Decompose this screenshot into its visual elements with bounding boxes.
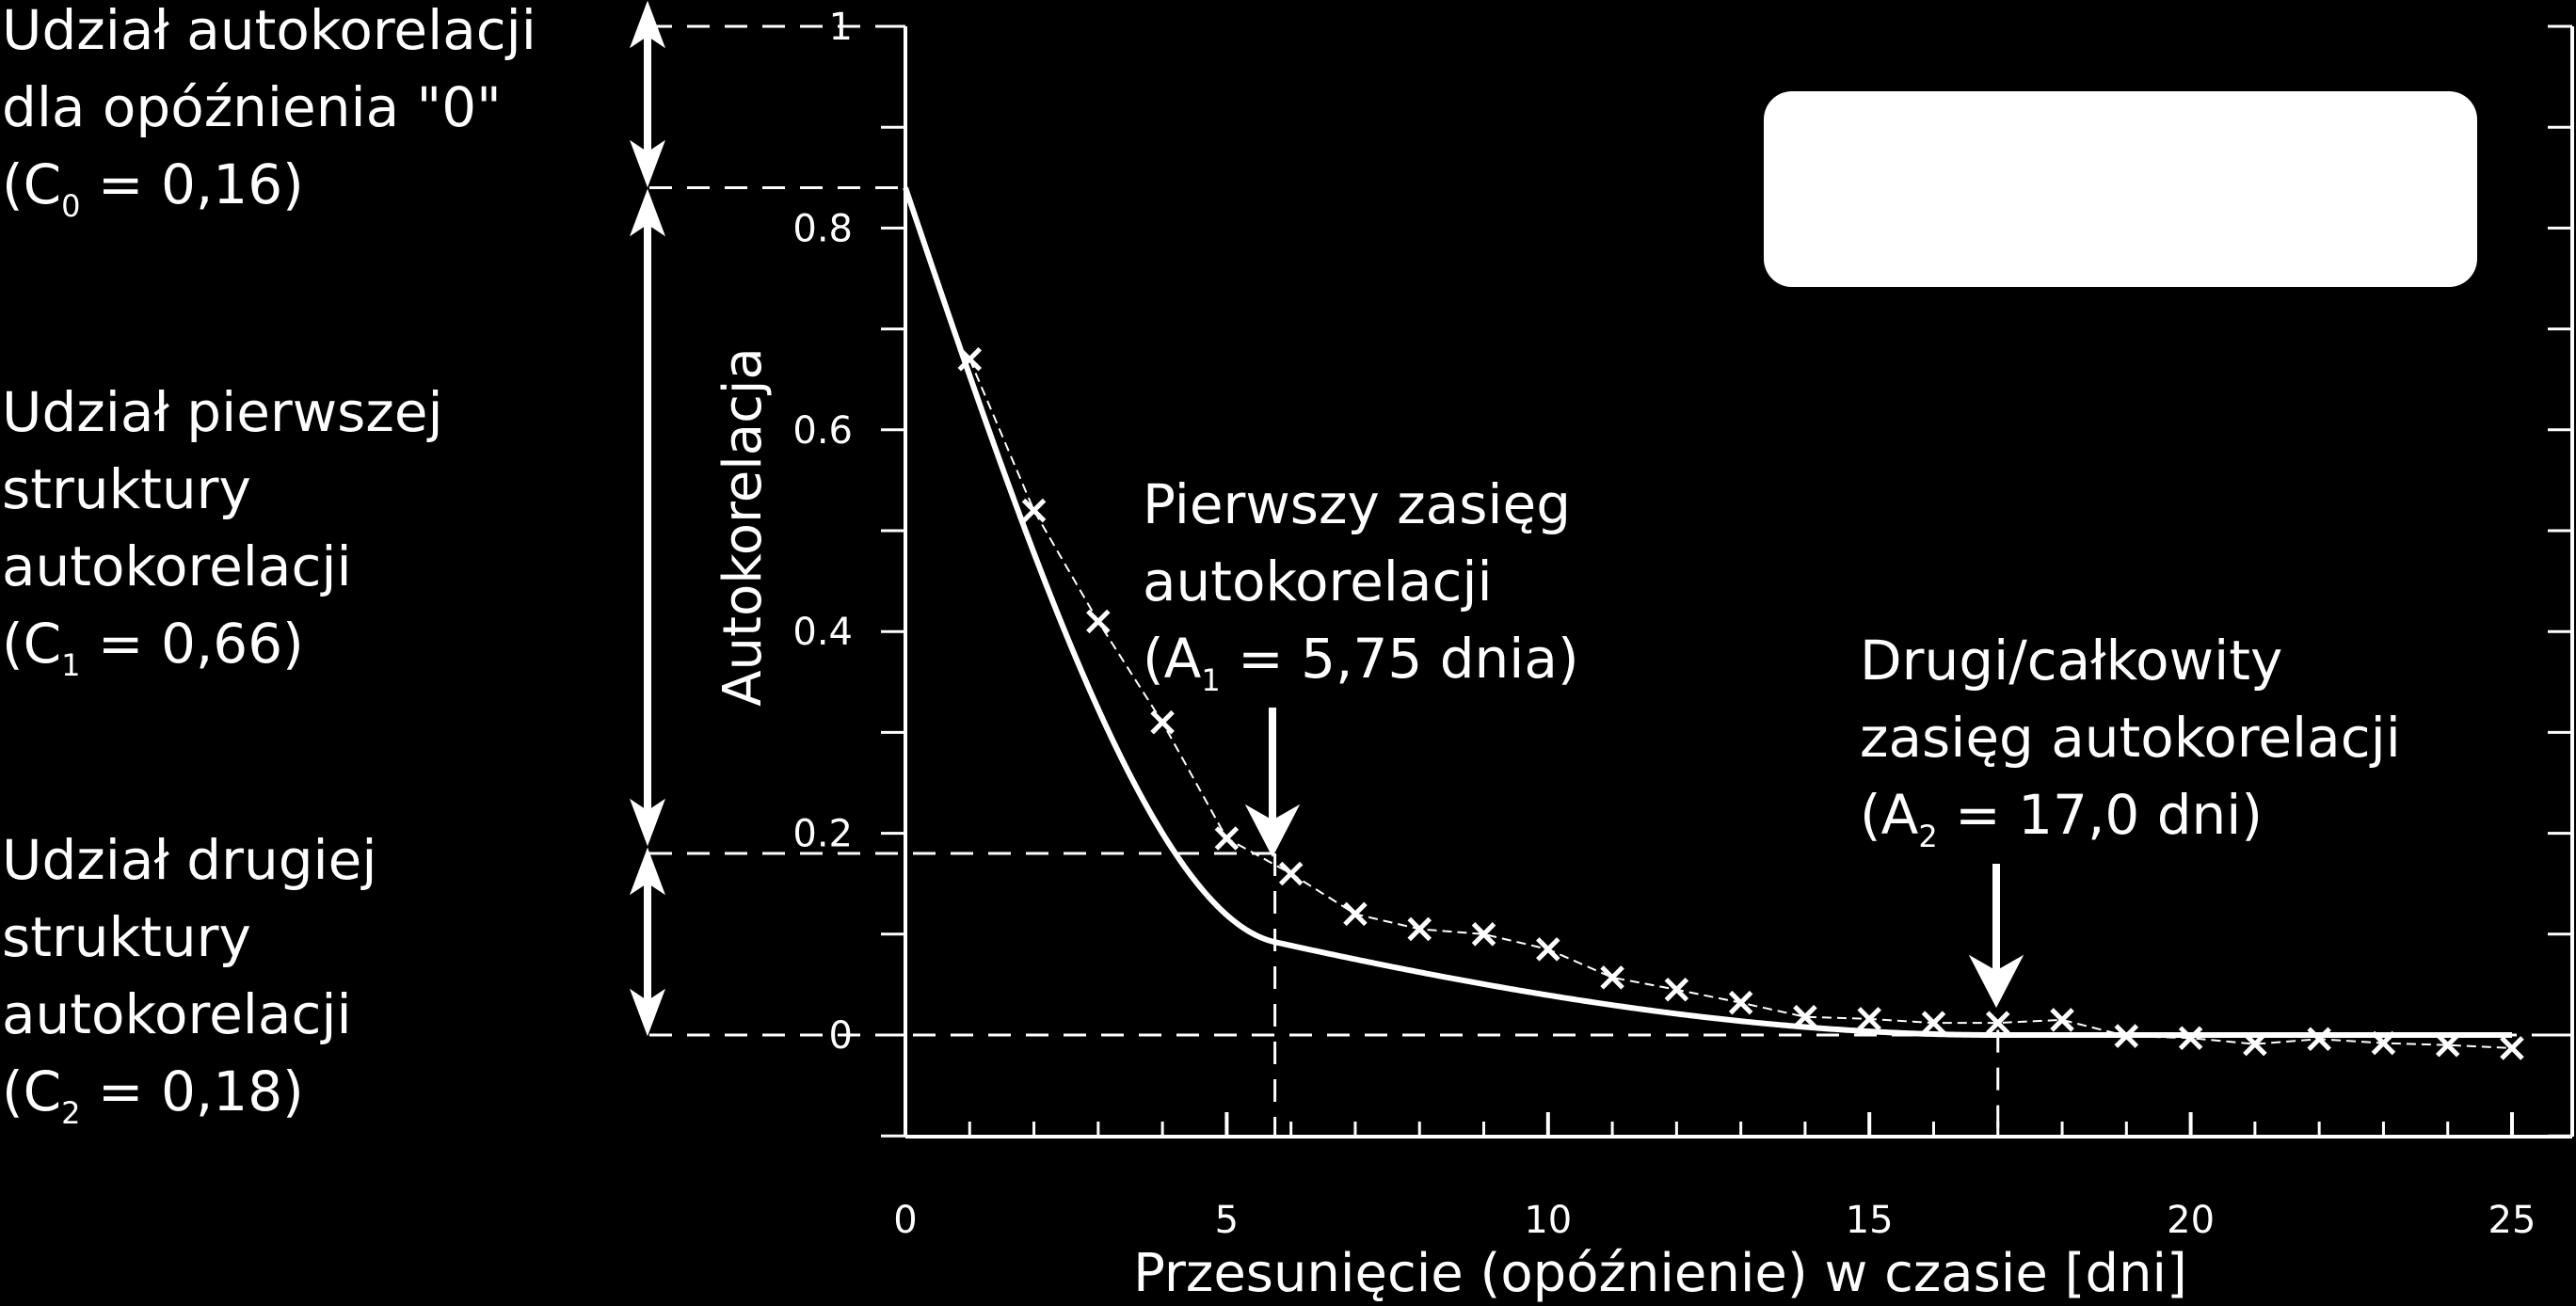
observed-point-marker — [1664, 977, 1689, 1002]
svg-text:zasięg autokorelacji: zasięg autokorelacji — [1860, 706, 2401, 770]
observed-point-marker — [1086, 609, 1111, 634]
svg-text:dla opóźnienia "0": dla opóźnienia "0" — [2, 75, 502, 139]
observed-point-marker — [2500, 1036, 2524, 1060]
observed-point-marker — [1600, 965, 1624, 990]
first-range-annotation: Pierwszy zasięg autokorelacji (A1 = 5,75… — [1143, 472, 1579, 698]
svg-text:(C2 = 0,18): (C2 = 0,18) — [2, 1059, 304, 1131]
svg-text:Pierwszy zasięg: Pierwszy zasięg — [1143, 472, 1571, 536]
range-arrows — [1244, 708, 2024, 1009]
x-tick-label: 25 — [2488, 1199, 2536, 1242]
y-tick-label: 0.2 — [792, 813, 853, 856]
x-tick-label: 0 — [893, 1199, 917, 1242]
observed-point-marker — [1857, 1007, 1881, 1031]
y-tick-label: 0.4 — [792, 611, 853, 654]
observed-point-marker — [2307, 1027, 2331, 1052]
observed-point-marker — [1985, 1011, 2010, 1035]
x-tick-label: 5 — [1215, 1199, 1239, 1242]
plot-frame — [904, 26, 2574, 1139]
svg-text:(C0 = 0,16): (C0 = 0,16) — [2, 152, 304, 224]
fitted-curve-group — [903, 186, 2512, 1038]
svg-text:autokorelacji: autokorelacji — [2, 982, 352, 1046]
svg-text:Drugi/całkowity: Drugi/całkowity — [1860, 629, 2282, 693]
x-axis-title: Przesunięcie (opóźnienie) w czasie [dni] — [1133, 1243, 2187, 1304]
x-tick-label: 10 — [1524, 1199, 1572, 1242]
y-tick-label: 0.6 — [792, 409, 853, 453]
observed-point-marker — [2435, 1032, 2460, 1058]
svg-text:autokorelacji: autokorelacji — [1143, 549, 1493, 613]
svg-text:Udział autokorelacji: Udział autokorelacji — [2, 0, 536, 62]
observed-point-marker — [1278, 861, 1304, 886]
observed-point-marker — [1214, 826, 1240, 851]
x-tick-label: 20 — [2167, 1199, 2215, 1242]
y-axis-title: Autokorelacja — [712, 347, 774, 707]
second-structure-annotation: Udział drugiej struktury autokorelacji (… — [2, 828, 376, 1131]
svg-text:struktury: struktury — [2, 905, 251, 969]
svg-text:struktury: struktury — [2, 457, 251, 521]
svg-text:Udział pierwszej: Udział pierwszej — [2, 380, 443, 444]
observed-point-marker — [1343, 901, 1368, 927]
svg-text:(A1 = 5,75 dnia): (A1 = 5,75 dnia) — [1143, 627, 1579, 698]
observed-point-marker — [1021, 498, 1047, 523]
second-range-annotation: Drugi/całkowity zasięg autokorelacji (A2… — [1860, 629, 2401, 854]
observed-point-marker — [1407, 916, 1432, 942]
x-tick-label: 15 — [1846, 1199, 1894, 1242]
observed-series-line — [968, 358, 2513, 1049]
contribution-arrows — [629, 0, 666, 1037]
observed-point-marker — [1728, 990, 1753, 1015]
svg-text:Udział drugiej: Udział drugiej — [2, 828, 376, 892]
observed-point-marker — [1150, 709, 1175, 735]
observed-point-marker — [1921, 1011, 1946, 1035]
observed-point-marker — [1536, 937, 1560, 962]
observed-point-marker — [2050, 1008, 2074, 1032]
svg-text:(A2 = 17,0 dni): (A2 = 17,0 dni) — [1860, 783, 2263, 854]
observed-point-marker — [1471, 922, 1496, 947]
y-tick-label: 0.8 — [792, 207, 853, 250]
svg-text:autokorelacji: autokorelacji — [2, 534, 352, 598]
first-structure-annotation: Udział pierwszej struktury autokorelacji… — [2, 380, 443, 683]
svg-text:(C1 = 0,66): (C1 = 0,66) — [2, 612, 304, 683]
fitted-curve — [903, 186, 2512, 1038]
observed-point-marker — [2178, 1026, 2203, 1050]
data-series — [957, 346, 2524, 1060]
legend-box — [1764, 91, 2477, 287]
nugget-annotation: Udział autokorelacji dla opóźnienia "0" … — [2, 0, 536, 224]
